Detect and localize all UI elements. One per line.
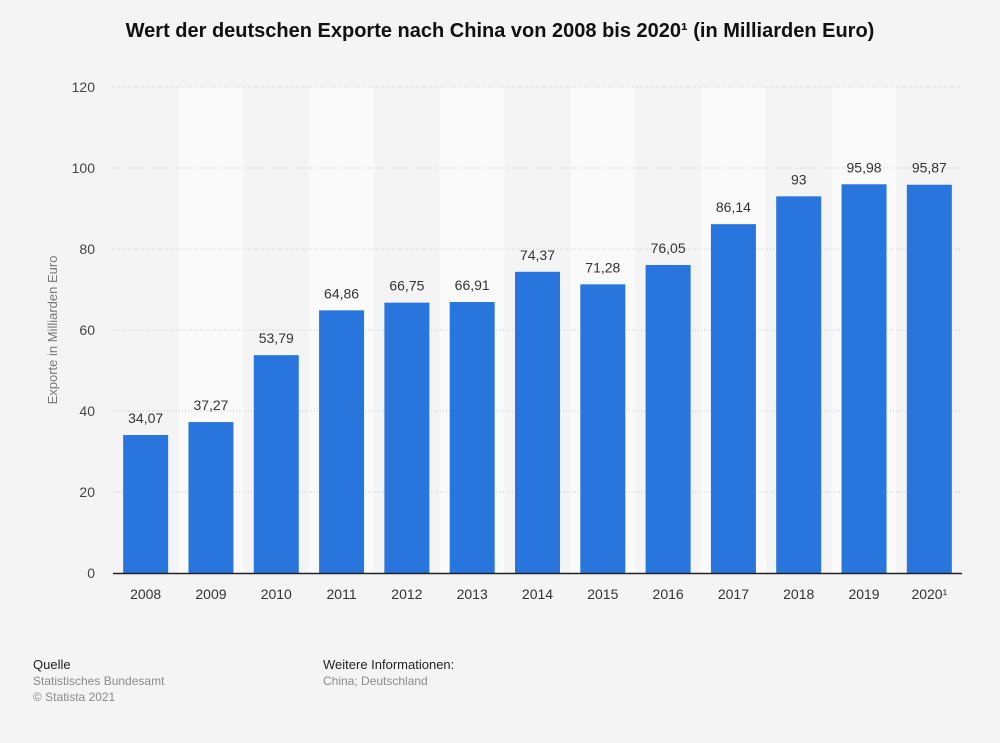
data-label: 37,27 [193, 397, 228, 413]
x-tick-label: 2010 [261, 586, 292, 602]
bar [841, 184, 887, 573]
info-block: Weitere Informationen: China; Deutschlan… [323, 657, 454, 689]
x-tick-label: 2013 [457, 586, 488, 602]
x-tick-label: 2014 [522, 586, 553, 602]
data-label: 66,75 [389, 278, 424, 294]
x-tick-label: 2018 [783, 586, 814, 602]
source-block: Quelle Statistisches Bundesamt © Statist… [33, 657, 164, 705]
copyright-line: © Statista 2021 [33, 690, 116, 704]
y-tick-label: 40 [79, 403, 95, 419]
x-tick-label: 2017 [718, 586, 749, 602]
x-tick-label: 2015 [587, 586, 618, 602]
bars [123, 184, 952, 573]
info-line: China; Deutschland [323, 674, 428, 688]
bar [710, 224, 756, 573]
bar [123, 435, 169, 573]
bar [906, 184, 952, 573]
bar [515, 271, 560, 573]
data-label: 95,87 [912, 160, 947, 176]
value-labels: 34,07 37,27 53,79 64,86 66,75 66,91 74,37 71,28… [128, 159, 947, 426]
bar [449, 302, 495, 573]
x-tick-label: 2016 [653, 586, 684, 602]
bar [580, 284, 626, 573]
bar [253, 355, 299, 573]
data-label: 74,37 [520, 247, 555, 263]
bar [776, 196, 822, 573]
info-heading: Weitere Informationen: [323, 657, 455, 672]
x-tick-label: 2009 [195, 586, 226, 602]
x-tick-label: 2012 [391, 586, 422, 602]
data-label: 86,14 [716, 199, 751, 215]
x-tick-label: 2008 [130, 586, 161, 602]
data-label: 95,98 [847, 159, 882, 175]
y-tick-label: 100 [72, 160, 96, 176]
chart-title: Wert der deutschen Exporte nach China vo… [125, 20, 875, 42]
y-tick-label: 20 [79, 484, 95, 500]
y-tick-label: 120 [72, 79, 96, 95]
x-tick-label: 2020¹ [911, 586, 947, 602]
data-label: 76,05 [651, 240, 686, 256]
data-label: 66,91 [455, 277, 490, 293]
bar [319, 310, 365, 573]
x-tick-label: 2019 [848, 586, 879, 602]
data-label: 93 [791, 171, 807, 187]
x-tick-labels: 2008 2009 2010 2011 2012 2013 2014 2015 2016 2017… [130, 586, 948, 602]
y-tick-labels: 0 20 40 60 80 100 120 [72, 79, 96, 581]
data-label: 53,79 [259, 330, 294, 346]
y-tick-label: 60 [79, 322, 95, 338]
source-heading: Quelle [33, 657, 71, 672]
y-axis-label: Exporte in Milliarden Euro [45, 256, 60, 405]
data-label: 34,07 [128, 410, 163, 426]
bar [188, 422, 234, 573]
data-label: 71,28 [585, 259, 620, 275]
y-tick-label: 0 [87, 565, 95, 581]
y-tick-label: 80 [79, 241, 95, 257]
source-line: Statistisches Bundesamt [33, 674, 165, 688]
bar [384, 302, 430, 573]
x-tick-label: 2011 [327, 586, 357, 602]
bar [645, 264, 691, 573]
data-label: 64,86 [324, 285, 359, 301]
